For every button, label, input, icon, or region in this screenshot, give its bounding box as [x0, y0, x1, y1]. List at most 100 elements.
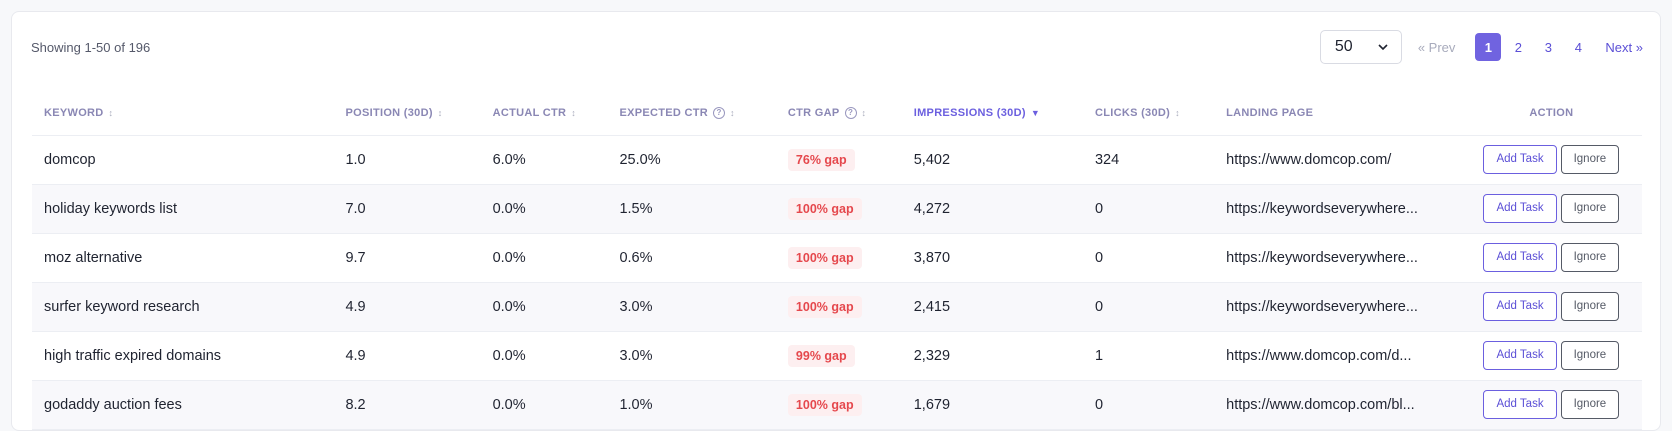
- cell-actions: Add Task Ignore: [1460, 135, 1642, 185]
- col-header-action: ACTION: [1460, 91, 1642, 136]
- sort-icon: ↕: [571, 107, 577, 118]
- page-size-value: 50: [1334, 38, 1353, 55]
- col-header-ctr-gap[interactable]: CTR GAP? ↕: [787, 91, 914, 136]
- add-task-button[interactable]: Add Task: [1483, 243, 1557, 272]
- ignore-button[interactable]: Ignore: [1560, 390, 1620, 419]
- ignore-button[interactable]: Ignore: [1560, 145, 1620, 174]
- page-link-2[interactable]: 2: [1514, 39, 1523, 55]
- gap-badge: 76% gap: [787, 148, 855, 171]
- cell-landing-page[interactable]: https://keywordseverywhere...: [1226, 282, 1461, 332]
- add-task-button[interactable]: Add Task: [1483, 341, 1557, 370]
- sort-icon: ↕: [861, 107, 867, 118]
- cell-expected-ctr: 25.0%: [619, 135, 788, 185]
- table-body: domcop 1.0 6.0% 25.0% 76% gap 5,402 324 https:/…: [32, 135, 1642, 430]
- col-header-position[interactable]: POSITION (30D) ↕: [345, 91, 493, 136]
- col-header-clicks[interactable]: CLICKS (30D) ↕: [1094, 91, 1227, 136]
- gap-badge: 100% gap: [787, 393, 862, 416]
- cell-landing-page[interactable]: https://www.domcop.com/bl...: [1226, 380, 1461, 430]
- cell-keyword: godaddy auction fees: [32, 380, 346, 430]
- cell-position: 1.0: [345, 135, 493, 185]
- keywords-table: KEYWORD ↕ POSITION (30D) ↕ ACTUAL CTR ↕ EXP…: [32, 91, 1642, 430]
- gap-badge: 99% gap: [787, 344, 855, 367]
- cell-keyword: moz alternative: [32, 233, 346, 283]
- cell-landing-page[interactable]: https://keywordseverywhere...: [1226, 184, 1461, 234]
- help-icon[interactable]: ?: [713, 106, 726, 119]
- cell-ctr-gap: 100% gap: [787, 233, 914, 283]
- ignore-button[interactable]: Ignore: [1560, 292, 1620, 321]
- cell-actual-ctr: 0.0%: [492, 184, 620, 234]
- sort-icon: ↕: [108, 107, 114, 118]
- cell-actual-ctr: 0.0%: [492, 282, 620, 332]
- chevron-down-icon: [1378, 44, 1388, 51]
- cell-actions: Add Task Ignore: [1460, 184, 1642, 234]
- cell-clicks: 0: [1094, 233, 1227, 283]
- cell-position: 8.2: [345, 380, 493, 430]
- cell-landing-page[interactable]: https://www.domcop.com/d...: [1226, 331, 1461, 381]
- col-header-impressions[interactable]: IMPRESSIONS (30D) ▼: [913, 91, 1095, 136]
- cell-ctr-gap: 76% gap: [787, 135, 914, 185]
- page-size-select[interactable]: 50: [1319, 30, 1402, 64]
- cell-landing-page[interactable]: https://www.domcop.com/: [1226, 135, 1461, 185]
- add-task-button[interactable]: Add Task: [1483, 292, 1557, 321]
- help-icon[interactable]: ?: [844, 106, 857, 119]
- sort-desc-icon: ▼: [1030, 107, 1041, 118]
- ignore-button[interactable]: Ignore: [1560, 341, 1620, 370]
- gap-badge: 100% gap: [787, 246, 862, 269]
- gap-badge: 100% gap: [787, 197, 862, 220]
- cell-impressions: 2,329: [913, 331, 1095, 381]
- prev-page-link[interactable]: « Prev: [1417, 39, 1456, 55]
- page-link-4[interactable]: 4: [1574, 39, 1583, 55]
- pagination: « Prev 1 2 3 4 Next »: [1418, 33, 1643, 61]
- cell-expected-ctr: 3.0%: [619, 282, 788, 332]
- cell-expected-ctr: 1.5%: [619, 184, 788, 234]
- table-row: domcop 1.0 6.0% 25.0% 76% gap 5,402 324 https:/…: [32, 135, 1642, 185]
- col-header-expected-ctr[interactable]: EXPECTED CTR? ↕: [619, 91, 788, 136]
- cell-actions: Add Task Ignore: [1460, 331, 1642, 381]
- sort-icon: ↕: [1175, 107, 1180, 118]
- cell-impressions: 3,870: [913, 233, 1095, 283]
- next-page-link[interactable]: Next »: [1605, 39, 1643, 55]
- cell-landing-page[interactable]: https://keywordseverywhere...: [1226, 233, 1461, 283]
- cell-impressions: 5,402: [913, 135, 1095, 185]
- cell-clicks: 0: [1094, 380, 1227, 430]
- table-row: moz alternative 9.7 0.0% 0.6% 100% gap 3,870 0…: [32, 233, 1642, 283]
- cell-actual-ctr: 0.0%: [492, 331, 620, 381]
- cell-actual-ctr: 0.0%: [492, 380, 620, 430]
- cell-impressions: 2,415: [913, 282, 1095, 332]
- add-task-button[interactable]: Add Task: [1483, 390, 1557, 419]
- table-row: high traffic expired domains 4.9 0.0% 3.0% 9…: [32, 331, 1642, 381]
- toolbar-controls: 50 « Prev 1 2 3 4 Next »: [1319, 30, 1643, 64]
- cell-expected-ctr: 1.0%: [619, 380, 788, 430]
- cell-clicks: 0: [1094, 282, 1227, 332]
- cell-clicks: 324: [1094, 135, 1227, 185]
- cell-ctr-gap: 100% gap: [787, 184, 914, 234]
- sort-icon: ↕: [730, 107, 735, 118]
- cell-keyword: high traffic expired domains: [32, 331, 346, 381]
- ignore-button[interactable]: Ignore: [1560, 194, 1620, 223]
- gap-badge: 100% gap: [787, 295, 862, 318]
- col-header-landing-page: LANDING PAGE: [1226, 91, 1461, 136]
- cell-ctr-gap: 99% gap: [787, 331, 914, 381]
- cell-impressions: 1,679: [913, 380, 1095, 430]
- cell-impressions: 4,272: [913, 184, 1095, 234]
- cell-keyword: holiday keywords list: [32, 184, 346, 234]
- table-row: godaddy auction fees 8.2 0.0% 1.0% 100% gap 1…: [32, 380, 1642, 430]
- page-link-3[interactable]: 3: [1544, 39, 1553, 55]
- cell-actions: Add Task Ignore: [1460, 282, 1642, 332]
- ignore-button[interactable]: Ignore: [1560, 243, 1620, 272]
- col-header-actual-ctr[interactable]: ACTUAL CTR ↕: [492, 91, 620, 136]
- cell-keyword: surfer keyword research: [32, 282, 346, 332]
- cell-position: 9.7: [345, 233, 493, 283]
- table-row: surfer keyword research 4.9 0.0% 3.0% 100% g…: [32, 282, 1642, 332]
- cell-keyword: domcop: [32, 135, 346, 185]
- col-header-keyword[interactable]: KEYWORD ↕: [32, 91, 346, 136]
- cell-clicks: 1: [1094, 331, 1227, 381]
- cell-ctr-gap: 100% gap: [787, 282, 914, 332]
- showing-count: Showing 1-50 of 196: [31, 39, 151, 55]
- table-row: holiday keywords list 7.0 0.0% 1.5% 100% gap…: [32, 184, 1642, 234]
- add-task-button[interactable]: Add Task: [1483, 145, 1557, 174]
- page-link-1[interactable]: 1: [1475, 33, 1502, 61]
- add-task-button[interactable]: Add Task: [1483, 194, 1557, 223]
- cell-clicks: 0: [1094, 184, 1227, 234]
- cell-position: 7.0: [345, 184, 493, 234]
